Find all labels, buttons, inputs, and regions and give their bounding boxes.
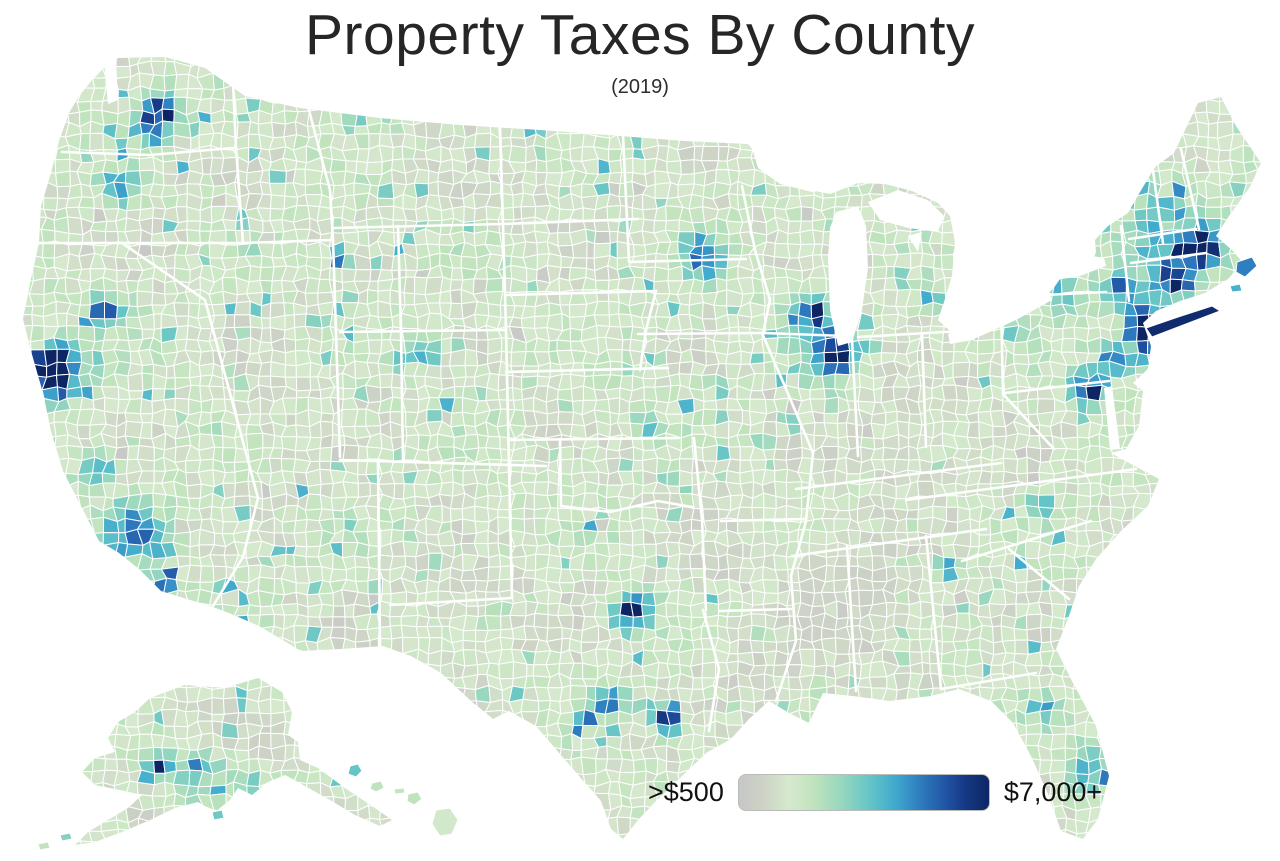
lake-michigan — [828, 206, 868, 346]
state-borders — [26, 58, 1208, 733]
maui — [406, 791, 423, 806]
lakes-and-bays — [104, 60, 1120, 450]
cape-cod — [1235, 256, 1258, 278]
kodiak — [211, 809, 225, 821]
chesapeake-bay — [1104, 386, 1120, 450]
puget-sound — [104, 60, 118, 104]
marthas-vineyard — [1229, 283, 1243, 293]
aleutian-2 — [37, 841, 51, 851]
islands — [37, 256, 1258, 851]
legend-gradient-bar — [737, 774, 990, 811]
aleutian-1 — [59, 832, 73, 842]
county-mesh — [23, 57, 1261, 845]
lake-superior — [752, 136, 862, 192]
oahu — [369, 780, 385, 793]
long-island — [1145, 305, 1221, 338]
kauai — [347, 763, 363, 778]
legend-min-label: >$500 — [648, 777, 724, 807]
hawaii-big-island — [431, 807, 459, 837]
lake-erie — [948, 290, 1052, 344]
molokai — [393, 787, 406, 795]
saginaw-bay — [908, 232, 922, 252]
legend-max-label: $7,000+ — [1003, 777, 1103, 807]
lake-ontario — [1052, 256, 1106, 280]
color-scale-legend: >$500 $7,000+ — [648, 774, 1102, 811]
lake-huron — [868, 190, 944, 232]
